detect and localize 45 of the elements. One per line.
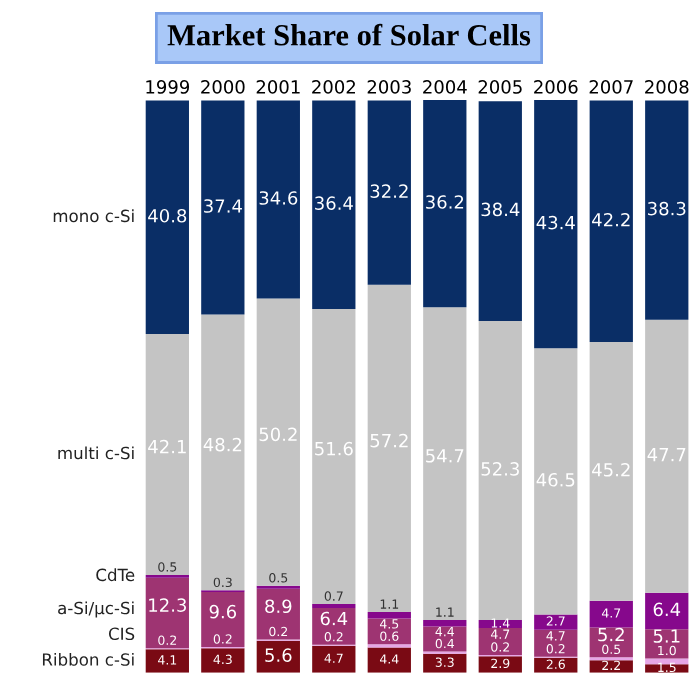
data-label: 50.2	[259, 427, 297, 442]
data-label: 5.2	[598, 627, 624, 642]
data-label: 36.2	[426, 195, 464, 209]
data-label: 37.4	[204, 199, 242, 213]
x-tick-label: 2006	[534, 80, 578, 94]
data-label: 43.4	[536, 215, 575, 230]
data-label: 40.8	[148, 208, 187, 223]
data-label: 8.9	[265, 599, 292, 614]
x-tick-label: 2005	[478, 80, 522, 94]
series-label: CIS	[108, 627, 135, 641]
data-label: 47.7	[647, 448, 686, 462]
chart-title: Market Share of Solar Cells	[167, 23, 531, 46]
x-tick-label: 2008	[645, 80, 689, 94]
series-label: CdTe	[96, 568, 135, 582]
data-label: 45.2	[592, 462, 630, 477]
x-tick-label: 2002	[312, 80, 355, 94]
data-label: 12.3	[149, 598, 186, 612]
data-label: 51.6	[315, 441, 353, 456]
data-label: 38.4	[481, 202, 520, 217]
series-label: multi c-Si	[58, 446, 134, 460]
x-tick-label: 2000	[201, 80, 245, 94]
data-label: 34.6	[259, 191, 298, 205]
data-label: 6.4	[653, 602, 681, 617]
x-tick-label: 2003	[367, 80, 411, 94]
data-label: 54.7	[426, 449, 464, 463]
series-label: a-Si/μc-Si	[58, 601, 134, 618]
series-label: mono c-Si	[53, 209, 134, 223]
x-tick-label: 2004	[423, 80, 467, 94]
data-label: 36.4	[315, 196, 353, 210]
data-label: 9.6	[209, 604, 237, 619]
data-label: 6.4	[320, 611, 348, 626]
x-tick-label: 2007	[589, 80, 633, 94]
data-label: 52.3	[481, 462, 519, 476]
data-label: 5.6	[265, 648, 292, 662]
data-label: 57.2	[370, 433, 408, 448]
x-tick-label: 2001	[256, 80, 300, 94]
x-tick-label: 1999	[146, 80, 190, 94]
data-label: 48.2	[203, 437, 242, 452]
data-label: 42.2	[592, 212, 630, 227]
series-label: Ribbon c-Si	[42, 652, 134, 666]
data-label: 32.2	[370, 184, 408, 198]
data-label: 46.5	[536, 472, 575, 487]
data-label: 38.3	[648, 201, 686, 216]
data-label: 42.1	[148, 439, 186, 454]
data-label: 5.1	[653, 629, 680, 643]
